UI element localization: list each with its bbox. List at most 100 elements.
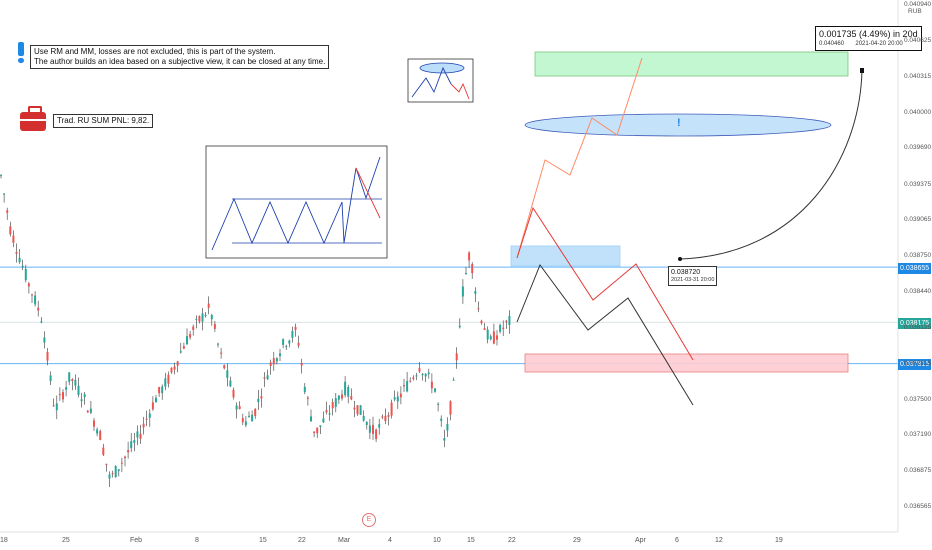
candle-body xyxy=(350,396,353,400)
x-tick-label: 18 xyxy=(0,537,8,544)
candle-body xyxy=(325,410,328,413)
candle-body xyxy=(21,265,24,268)
candle-body xyxy=(254,408,257,417)
disclaimer-line-2: The author builds an idea based on a sub… xyxy=(34,57,326,66)
inset-pattern-path xyxy=(211,156,381,251)
candle-body xyxy=(502,327,505,330)
candle-body xyxy=(427,372,430,375)
candle-body xyxy=(399,393,402,398)
candle-body xyxy=(396,396,399,402)
candle-body xyxy=(412,377,415,379)
candle-body xyxy=(244,421,247,426)
candle-body xyxy=(52,405,55,407)
candle-body xyxy=(99,431,102,441)
candle-body xyxy=(207,303,210,308)
disclaimer-line-1: Use RM and MM, losses are not excluded, … xyxy=(34,47,276,56)
candle-body xyxy=(418,368,421,372)
candle-body xyxy=(359,405,362,415)
candle-body xyxy=(499,324,502,332)
currency-label: RUB xyxy=(908,8,922,15)
start-point-time: 2021-03-31 20:00 xyxy=(671,277,715,283)
candle-body xyxy=(27,283,30,287)
candle-body xyxy=(46,351,49,361)
measure-curve xyxy=(679,69,863,260)
y-tick-label: 0.037815 xyxy=(904,359,932,367)
y-tick-label: 0.038440 xyxy=(904,287,932,295)
candle-body xyxy=(356,405,359,415)
candle-body xyxy=(440,418,443,421)
y-tick-label: 0.040315 xyxy=(904,72,932,80)
candle-body xyxy=(384,415,387,422)
candle-body xyxy=(344,381,347,396)
candle-body xyxy=(114,466,117,478)
y-tick-label: 0.038750 xyxy=(904,252,932,260)
x-tick-label: Feb xyxy=(130,537,143,544)
candle-body xyxy=(15,251,18,254)
candle-body xyxy=(155,397,157,403)
start-point-dot xyxy=(678,257,682,261)
candle-body xyxy=(198,316,201,322)
entry-zone xyxy=(510,245,621,267)
candle-body xyxy=(226,370,229,378)
candle-body xyxy=(248,415,250,417)
candle-body xyxy=(80,399,83,402)
candle-body xyxy=(105,463,108,465)
x-tick-label: Apr xyxy=(635,537,646,544)
candle-body xyxy=(173,366,176,370)
measure-sub-right: 2021-04-20 20:00 xyxy=(855,41,903,47)
candle-body xyxy=(365,421,368,425)
candle-body xyxy=(49,375,52,381)
candle-body xyxy=(170,367,173,373)
measure-text: 0.001735 (4.49%) in 20d xyxy=(819,29,918,39)
candle-body xyxy=(492,331,495,344)
candle-body xyxy=(310,416,312,422)
exclaim-marker: ! xyxy=(677,117,681,129)
candle-body xyxy=(127,450,130,453)
candle-body xyxy=(77,385,80,395)
candle-body xyxy=(458,325,461,328)
candle-body xyxy=(108,474,111,479)
candle-body xyxy=(452,379,455,381)
candle-body xyxy=(142,423,145,428)
candle-body xyxy=(133,440,136,443)
start-point-price: 0.038720 xyxy=(671,269,701,276)
x-tick-label: 15 xyxy=(467,537,475,544)
candle-body xyxy=(347,386,350,397)
candle-body xyxy=(195,318,198,320)
pattern-insets xyxy=(205,58,474,259)
trade-zones xyxy=(510,51,849,373)
candle-body xyxy=(18,257,21,263)
candle-body xyxy=(179,351,182,353)
candle-body xyxy=(297,342,300,346)
candle-body xyxy=(62,392,64,400)
alternate-red-path xyxy=(516,206,694,361)
candle-body xyxy=(164,378,167,387)
candle-body xyxy=(381,416,384,418)
candle-body xyxy=(204,314,207,317)
candle-body xyxy=(220,352,223,354)
candle-body xyxy=(474,291,477,294)
briefcase-icon xyxy=(20,106,46,132)
candle-body xyxy=(58,394,61,396)
bullish-path xyxy=(516,57,643,259)
candle-body xyxy=(486,329,489,340)
x-tick-label: 8 xyxy=(195,537,199,544)
candle-body xyxy=(461,286,464,297)
inset-small-path xyxy=(411,66,452,98)
candle-body xyxy=(403,385,405,387)
horizontal-grid xyxy=(0,266,898,365)
event-marker: E xyxy=(362,513,376,527)
candle-body xyxy=(455,353,458,361)
y-tick-label: 0.038125 xyxy=(904,324,932,331)
measure-sub-left: 0.040460 xyxy=(819,41,845,47)
candle-body xyxy=(316,427,319,434)
candle-body xyxy=(437,403,440,405)
inset-small-red-path xyxy=(450,82,470,100)
candle-body xyxy=(117,469,120,471)
candle-body xyxy=(9,226,12,235)
candle-body xyxy=(496,335,498,340)
stop-zone xyxy=(524,353,849,373)
y-tick-label: 0.036875 xyxy=(904,467,932,475)
candle-body xyxy=(306,397,309,399)
